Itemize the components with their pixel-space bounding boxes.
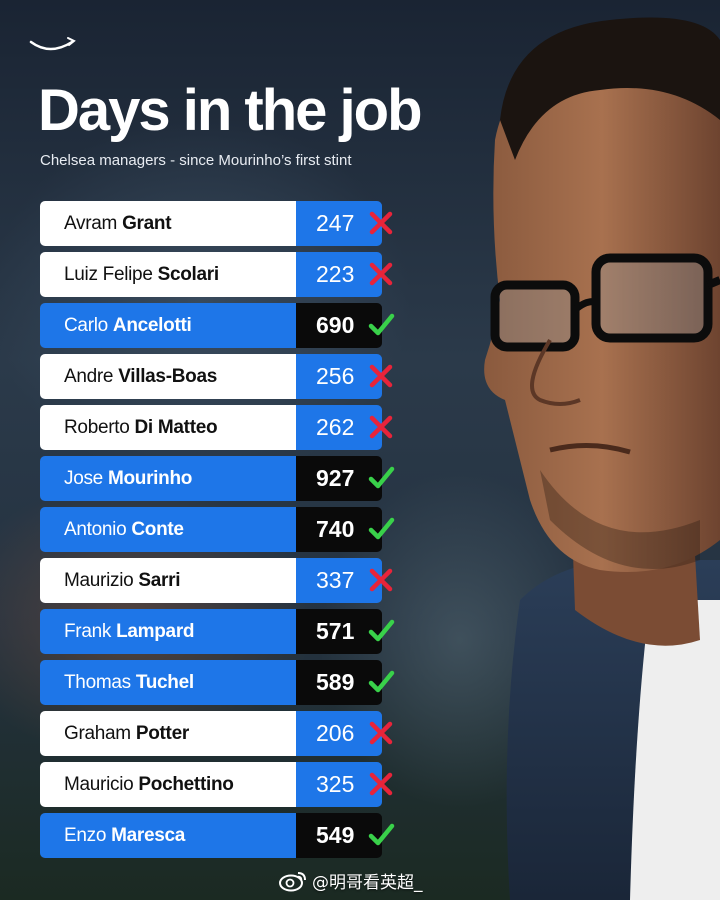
check-icon <box>368 466 395 489</box>
cross-icon <box>369 364 393 388</box>
manager-last-name: Lampard <box>116 620 195 642</box>
manager-last-name: Di Matteo <box>134 416 218 438</box>
days-in-job-value: 571 <box>296 609 382 654</box>
days-in-job-value: 206 <box>296 711 382 756</box>
cross-icon <box>369 211 393 235</box>
cross-icon <box>369 772 393 796</box>
days-in-job-value: 740 <box>296 507 382 552</box>
manager-row: Graham Potter 206 <box>40 711 382 756</box>
brand-logo <box>28 34 80 60</box>
page-title: Days in the job <box>38 78 423 143</box>
manager-name: Carlo Ancelotti <box>40 303 296 348</box>
manager-last-name: Pochettino <box>138 773 234 795</box>
manager-name: Frank Lampard <box>40 609 296 654</box>
manager-first-name: Antonio <box>64 518 127 540</box>
check-icon <box>368 517 395 540</box>
days-in-job-value: 256 <box>296 354 382 399</box>
manager-first-name: Carlo <box>64 314 108 336</box>
manager-last-name: Sarri <box>138 569 181 591</box>
manager-name: Andre Villas-Boas <box>40 354 296 399</box>
days-in-job-value: 549 <box>296 813 382 858</box>
watermark-text: @明哥看英超_ <box>312 873 423 893</box>
check-icon <box>368 670 395 693</box>
check-icon <box>368 823 395 846</box>
days-in-job-value: 247 <box>296 201 382 246</box>
days-in-job-value: 690 <box>296 303 382 348</box>
manager-first-name: Maurizio <box>64 569 134 591</box>
manager-name: Jose Mourinho <box>40 456 296 501</box>
check-icon <box>368 313 395 336</box>
manager-name: Graham Potter <box>40 711 296 756</box>
manager-first-name: Andre <box>64 365 114 387</box>
days-in-job-value: 337 <box>296 558 382 603</box>
manager-last-name: Villas-Boas <box>118 365 217 387</box>
manager-name: Thomas Tuchel <box>40 660 296 705</box>
manager-first-name: Avram <box>64 212 118 234</box>
manager-name: Enzo Maresca <box>40 813 296 858</box>
manager-row: Carlo Ancelotti 690 <box>40 303 382 348</box>
manager-name: Luiz Felipe Scolari <box>40 252 296 297</box>
page-subtitle: Chelsea managers - since Mourinho’s firs… <box>40 152 352 169</box>
manager-first-name: Frank <box>64 620 112 642</box>
manager-first-name: Luiz Felipe <box>64 263 153 285</box>
manager-row: Luiz Felipe Scolari 223 <box>40 252 382 297</box>
manager-first-name: Mauricio <box>64 773 134 795</box>
cross-icon <box>369 262 393 286</box>
manager-first-name: Jose <box>64 467 103 489</box>
manager-row: Antonio Conte 740 <box>40 507 382 552</box>
days-in-job-value: 262 <box>296 405 382 450</box>
days-in-job-value: 589 <box>296 660 382 705</box>
manager-row: Mauricio Pochettino 325 <box>40 762 382 807</box>
days-in-job-value: 223 <box>296 252 382 297</box>
manager-name: Mauricio Pochettino <box>40 762 296 807</box>
manager-last-name: Potter <box>135 722 189 744</box>
manager-first-name: Roberto <box>64 416 130 438</box>
cross-icon <box>369 415 393 439</box>
manager-name: Roberto Di Matteo <box>40 405 296 450</box>
check-icon <box>368 619 395 642</box>
manager-last-name: Maresca <box>111 824 186 846</box>
manager-last-name: Ancelotti <box>112 314 192 336</box>
days-in-job-value: 927 <box>296 456 382 501</box>
cross-icon <box>369 721 393 745</box>
manager-row: Thomas Tuchel 589 <box>40 660 382 705</box>
manager-row: Maurizio Sarri 337 <box>40 558 382 603</box>
manager-name: Antonio Conte <box>40 507 296 552</box>
manager-name: Maurizio Sarri <box>40 558 296 603</box>
watermark: @明哥看英超_ <box>278 868 423 893</box>
manager-row: Avram Grant 247 <box>40 201 382 246</box>
cross-icon <box>369 568 393 592</box>
days-in-job-value: 325 <box>296 762 382 807</box>
manager-last-name: Scolari <box>157 263 220 285</box>
manager-first-name: Graham <box>64 722 131 744</box>
manager-last-name: Conte <box>131 518 184 540</box>
manager-name: Avram Grant <box>40 201 296 246</box>
manager-row: Andre Villas-Boas 256 <box>40 354 382 399</box>
manager-last-name: Grant <box>122 212 172 234</box>
manager-last-name: Mourinho <box>107 467 193 489</box>
manager-row: Frank Lampard 571 <box>40 609 382 654</box>
manager-first-name: Thomas <box>64 671 131 693</box>
manager-last-name: Tuchel <box>135 671 194 693</box>
weibo-icon <box>279 871 306 891</box>
manager-row: Roberto Di Matteo 262 <box>40 405 382 450</box>
manager-row: Jose Mourinho 927 <box>40 456 382 501</box>
manager-portrait <box>400 0 720 900</box>
manager-row: Enzo Maresca 549 <box>40 813 382 858</box>
manager-first-name: Enzo <box>64 824 107 846</box>
